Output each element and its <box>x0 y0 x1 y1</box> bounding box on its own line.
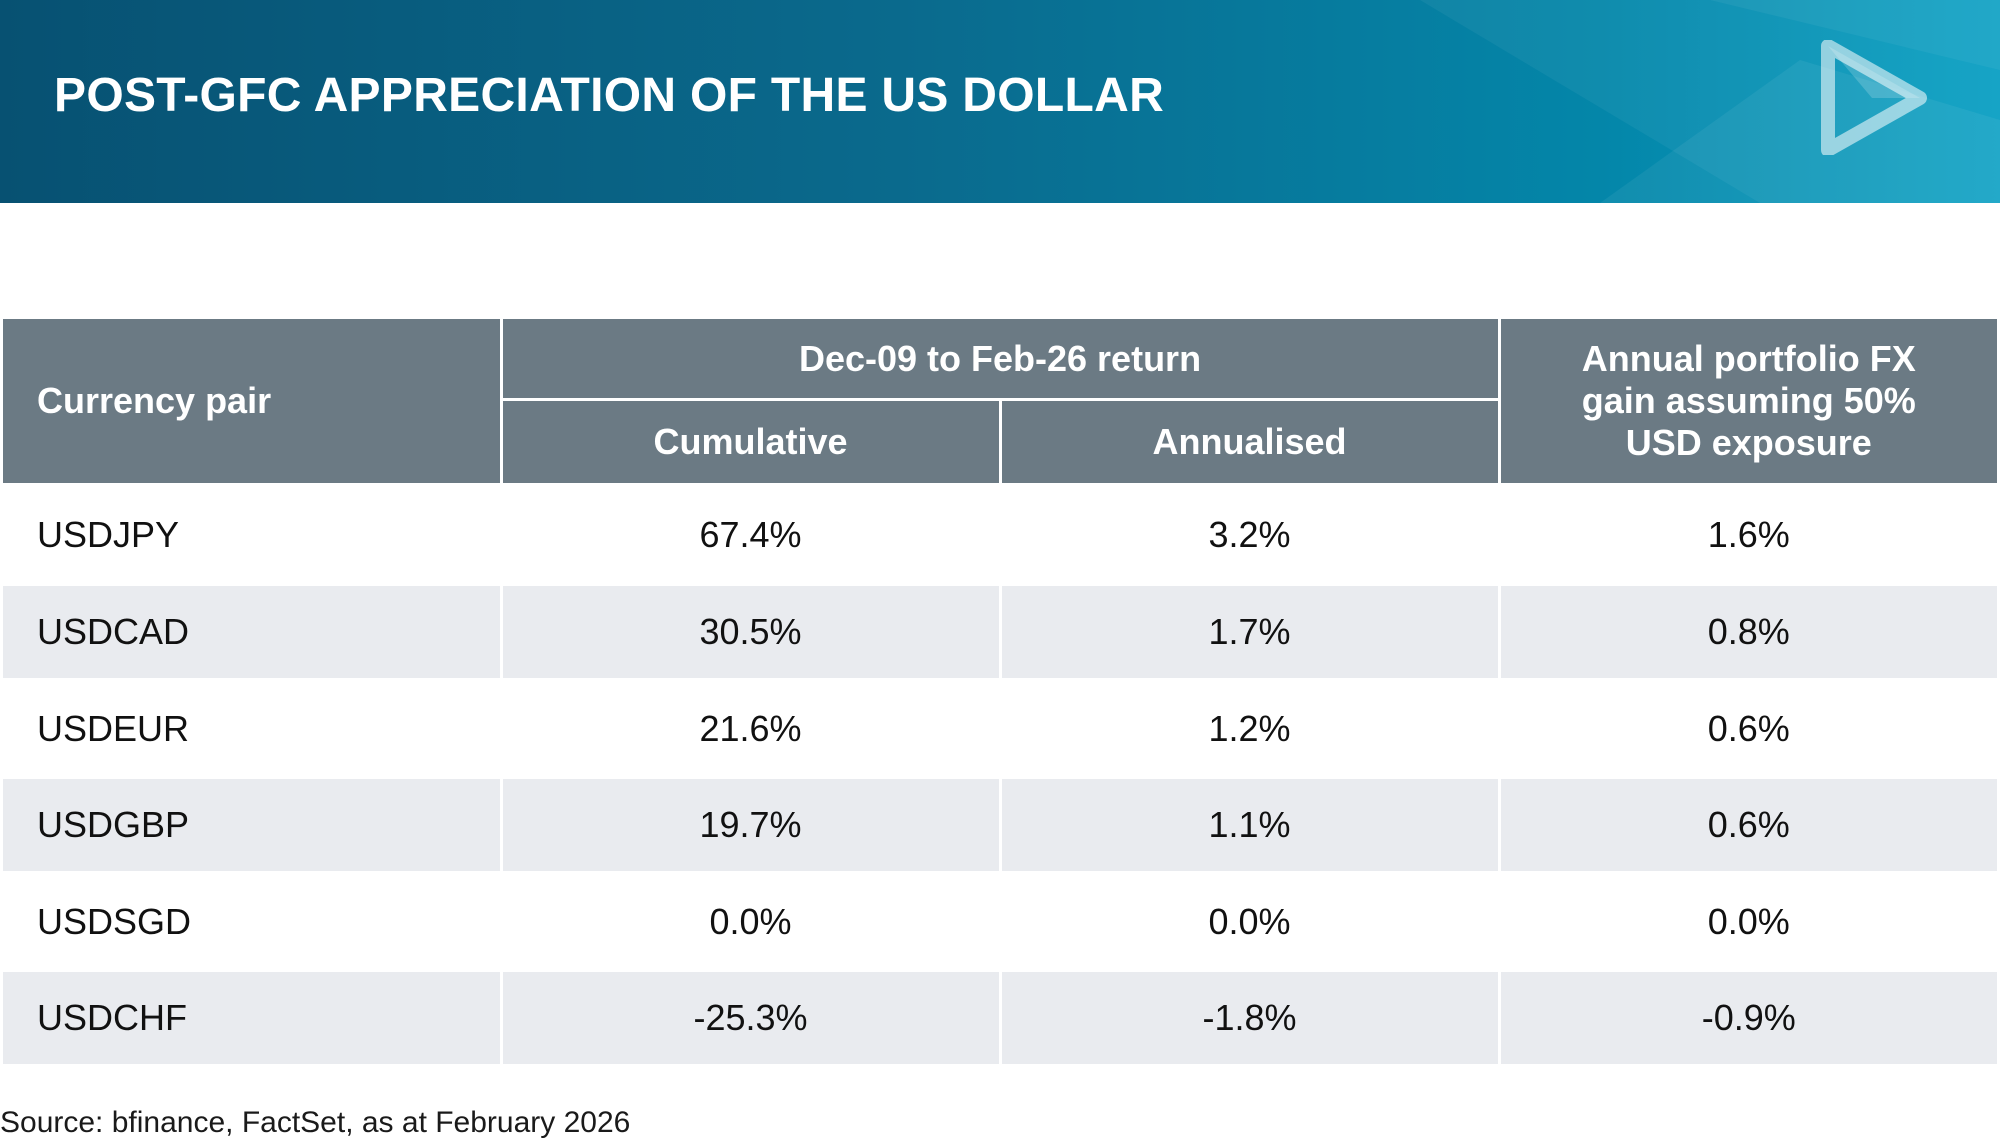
currency-pair-cell: USDEUR <box>3 678 503 779</box>
page-title: POST-GFC APPRECIATION OF THE US DOLLAR <box>54 69 1165 122</box>
table-row: USDCHF -25.3% -1.8% -0.9% <box>3 969 1998 1067</box>
annualised-cell: 1.7% <box>998 583 1501 681</box>
annualised-cell: 0.0% <box>998 871 1501 972</box>
fx-gain-cell: -0.9% <box>1497 969 1998 1067</box>
cumulative-cell: -25.3% <box>499 969 1002 1067</box>
currency-pair-cell: USDCHF <box>3 969 503 1067</box>
cumulative-cell: 21.6% <box>499 678 1002 779</box>
source-note: Source: bfinance, FactSet, as at Februar… <box>0 1106 631 1139</box>
fx-gain-cell: 0.0% <box>1497 871 1998 972</box>
table-row: USDCAD 30.5% 1.7% 0.8% <box>3 583 1998 681</box>
play-triangle-logo-icon <box>1821 40 1927 155</box>
currency-pair-cell: USDGBP <box>3 776 503 874</box>
annualised-cell: -1.8% <box>998 969 1501 1067</box>
fx-gain-cell: 0.6% <box>1497 776 1998 874</box>
currency-pair-cell: USDCAD <box>3 583 503 681</box>
fx-return-table: Currency pair Dec-09 to Feb-26 return An… <box>3 316 1998 1067</box>
header-fx-gain-line3: USD exposure <box>1625 422 1872 463</box>
currency-pair-cell: USDSGD <box>3 871 503 972</box>
table-row: USDEUR 21.6% 1.2% 0.6% <box>3 678 1998 779</box>
header-fx-gain: Annual portfolio FX gain assuming 50% US… <box>1497 316 1998 486</box>
currency-pair-cell: USDJPY <box>3 483 503 586</box>
header-return-period: Dec-09 to Feb-26 return <box>499 316 1501 401</box>
annualised-cell: 1.2% <box>998 678 1501 779</box>
annualised-cell: 1.1% <box>998 776 1501 874</box>
fx-gain-cell: 1.6% <box>1497 483 1998 586</box>
header-fx-gain-line2: gain assuming 50% <box>1581 380 1916 421</box>
fx-gain-cell: 0.6% <box>1497 678 1998 779</box>
annualised-cell: 3.2% <box>998 483 1501 586</box>
header-decoration <box>1420 0 2000 203</box>
cumulative-cell: 0.0% <box>499 871 1002 972</box>
cumulative-cell: 67.4% <box>499 483 1002 586</box>
header-fx-gain-line1: Annual portfolio FX <box>1581 338 1916 379</box>
fx-gain-cell: 0.8% <box>1497 583 1998 681</box>
header-currency-pair: Currency pair <box>3 316 503 486</box>
cumulative-cell: 30.5% <box>499 583 1002 681</box>
header-cumulative: Cumulative <box>499 398 1002 486</box>
table-row: USDGBP 19.7% 1.1% 0.6% <box>3 776 1998 874</box>
header-banner: POST-GFC APPRECIATION OF THE US DOLLAR <box>0 0 2000 203</box>
header-annualised: Annualised <box>998 398 1501 486</box>
table-row: USDJPY 67.4% 3.2% 1.6% <box>3 483 1998 586</box>
table-row: USDSGD 0.0% 0.0% 0.0% <box>3 871 1998 972</box>
cumulative-cell: 19.7% <box>499 776 1002 874</box>
